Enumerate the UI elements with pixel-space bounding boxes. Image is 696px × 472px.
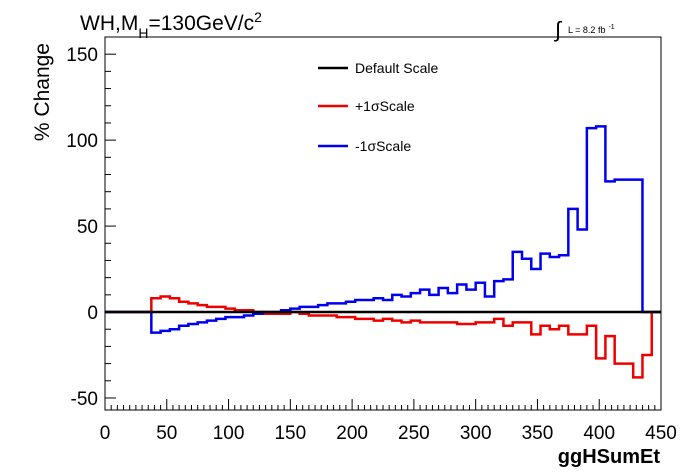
y-tick-label: 0 xyxy=(87,303,98,324)
x-tick-label: 150 xyxy=(274,423,306,444)
lumi-exponent: -1 xyxy=(608,24,614,31)
x-tick-label: 400 xyxy=(583,423,615,444)
series-line-minus1sigma xyxy=(105,125,661,334)
title-superscript: 2 xyxy=(254,9,262,25)
title-value: =130GeV/c xyxy=(148,12,254,35)
x-tick-label: 450 xyxy=(645,423,677,444)
x-tick-label: 250 xyxy=(398,423,430,444)
lumi-integral: ∫ xyxy=(553,17,563,42)
x-tick-label: 50 xyxy=(156,423,177,444)
data-series xyxy=(105,125,661,379)
x-tick-label: 0 xyxy=(100,423,111,444)
x-axis-title: ggHSumEt xyxy=(558,446,661,468)
x-tick-label: 350 xyxy=(522,423,554,444)
title-subscript: H xyxy=(138,25,148,41)
x-tick-label: 100 xyxy=(213,423,245,444)
series-line-plus1sigma xyxy=(105,295,661,379)
y-axis-title: % Change xyxy=(31,43,54,141)
y-tick-label: 100 xyxy=(66,131,98,152)
legend: Default Scale +1σScale -1σScale xyxy=(318,60,438,154)
lumi-label: L = 8.2 fb -1 xyxy=(568,24,615,35)
legend-label: Default Scale xyxy=(355,60,438,76)
title-process: WH,M xyxy=(80,12,138,35)
y-tick-label: 50 xyxy=(77,217,98,238)
x-tick-label: 200 xyxy=(336,423,368,444)
legend-label: -1σScale xyxy=(355,138,411,154)
legend-label: +1σScale xyxy=(355,98,415,114)
lumi-text: L = 8.2 fb xyxy=(568,25,605,35)
y-tick-label: -50 xyxy=(71,389,98,410)
chart-title: WH,MH=130GeV/c2 xyxy=(80,9,262,41)
y-tick-label: 150 xyxy=(66,45,98,66)
x-tick-label: 300 xyxy=(460,423,492,444)
